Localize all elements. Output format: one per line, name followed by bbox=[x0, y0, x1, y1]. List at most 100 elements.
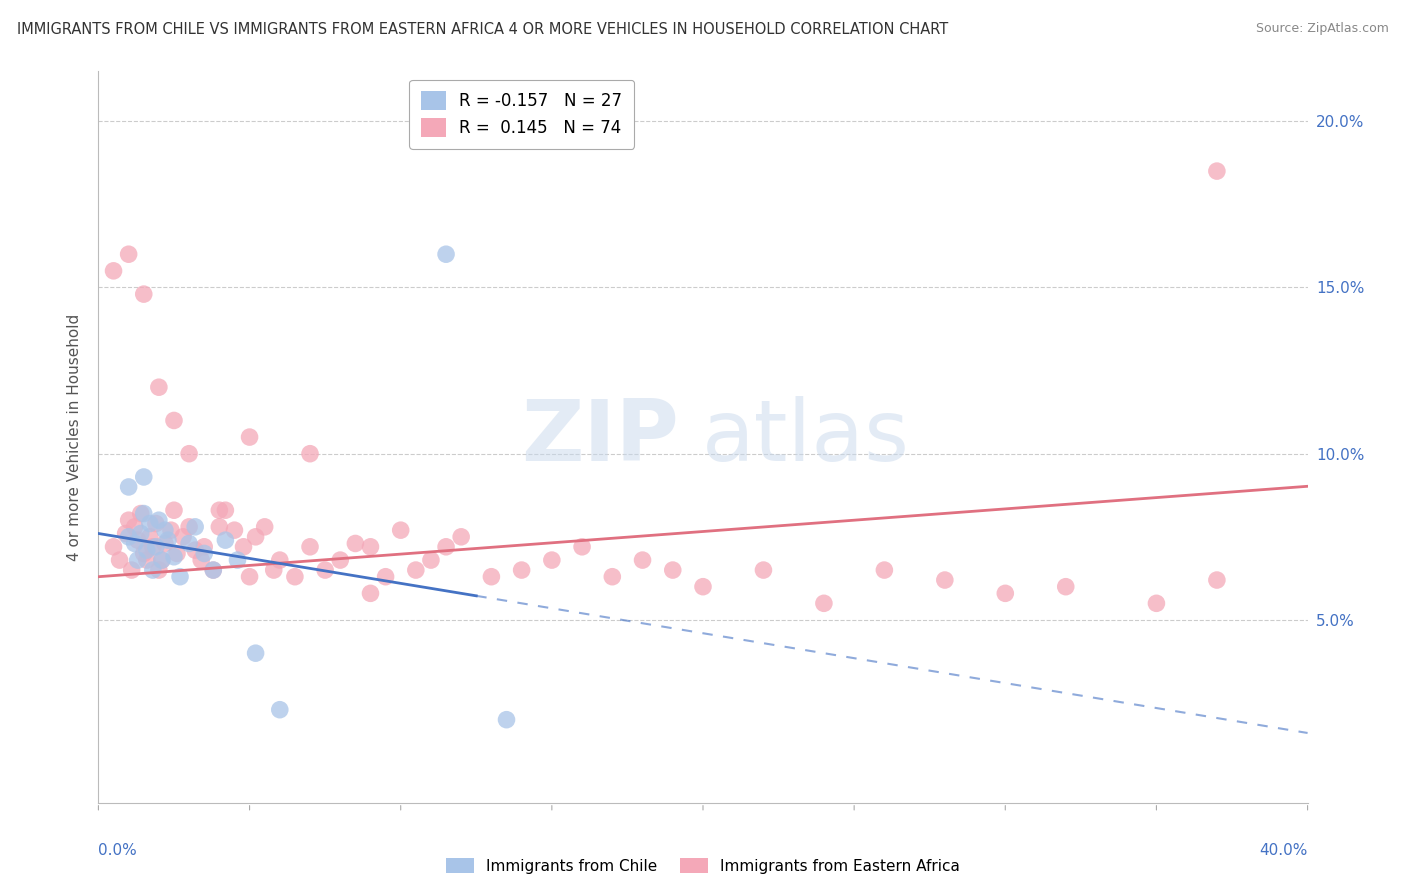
Point bbox=[103, 264, 125, 278]
Point bbox=[269, 553, 291, 567]
Point bbox=[193, 540, 215, 554]
Point bbox=[214, 533, 236, 548]
Point bbox=[813, 596, 835, 610]
Point bbox=[184, 520, 207, 534]
Point bbox=[132, 507, 155, 521]
Point bbox=[163, 503, 186, 517]
Point bbox=[124, 520, 146, 534]
Point bbox=[420, 553, 443, 567]
Point bbox=[481, 570, 503, 584]
Point bbox=[299, 447, 322, 461]
Point bbox=[752, 563, 775, 577]
Point bbox=[299, 540, 322, 554]
Point bbox=[202, 563, 225, 577]
Point bbox=[434, 540, 457, 554]
Point bbox=[253, 520, 276, 534]
Point bbox=[139, 530, 162, 544]
Point bbox=[179, 447, 201, 461]
Point bbox=[139, 516, 162, 531]
Point bbox=[232, 540, 254, 554]
Point bbox=[148, 513, 170, 527]
Point bbox=[156, 533, 179, 548]
Legend: Immigrants from Chile, Immigrants from Eastern Africa: Immigrants from Chile, Immigrants from E… bbox=[440, 852, 966, 880]
Point bbox=[145, 540, 167, 554]
Point bbox=[1144, 596, 1167, 610]
Point bbox=[510, 563, 533, 577]
Point bbox=[118, 513, 141, 527]
Point bbox=[571, 540, 593, 554]
Point bbox=[150, 553, 173, 567]
Point bbox=[150, 553, 173, 567]
Point bbox=[314, 563, 336, 577]
Point bbox=[202, 563, 225, 577]
Point bbox=[934, 573, 956, 587]
Point bbox=[142, 563, 165, 577]
Point bbox=[994, 586, 1017, 600]
Point bbox=[214, 503, 236, 517]
Point bbox=[405, 563, 427, 577]
Point bbox=[135, 553, 157, 567]
Point bbox=[495, 713, 517, 727]
Point bbox=[145, 516, 167, 531]
Point bbox=[118, 480, 141, 494]
Text: 0.0%: 0.0% bbox=[98, 843, 138, 858]
Point bbox=[389, 523, 412, 537]
Point bbox=[208, 520, 231, 534]
Point bbox=[344, 536, 367, 550]
Point bbox=[179, 520, 201, 534]
Point bbox=[434, 247, 457, 261]
Point bbox=[108, 553, 131, 567]
Point bbox=[132, 546, 155, 560]
Point bbox=[190, 553, 212, 567]
Point bbox=[193, 546, 215, 560]
Point bbox=[132, 470, 155, 484]
Point bbox=[269, 703, 291, 717]
Point bbox=[121, 563, 143, 577]
Point bbox=[114, 526, 136, 541]
Point bbox=[239, 570, 262, 584]
Point bbox=[631, 553, 654, 567]
Point bbox=[284, 570, 307, 584]
Point bbox=[245, 646, 267, 660]
Point bbox=[172, 530, 194, 544]
Point bbox=[124, 536, 146, 550]
Point bbox=[692, 580, 714, 594]
Point bbox=[226, 553, 249, 567]
Text: ZIP: ZIP bbox=[522, 395, 679, 479]
Legend: R = -0.157   N = 27, R =  0.145   N = 74: R = -0.157 N = 27, R = 0.145 N = 74 bbox=[409, 79, 634, 149]
Point bbox=[602, 570, 624, 584]
Point bbox=[135, 543, 157, 558]
Point bbox=[148, 563, 170, 577]
Point bbox=[450, 530, 472, 544]
Point bbox=[360, 540, 382, 554]
Point bbox=[245, 530, 267, 544]
Text: IMMIGRANTS FROM CHILE VS IMMIGRANTS FROM EASTERN AFRICA 4 OR MORE VEHICLES IN HO: IMMIGRANTS FROM CHILE VS IMMIGRANTS FROM… bbox=[17, 22, 948, 37]
Point bbox=[160, 523, 183, 537]
Point bbox=[360, 586, 382, 600]
Point bbox=[129, 526, 152, 541]
Point bbox=[132, 287, 155, 301]
Point bbox=[103, 540, 125, 554]
Point bbox=[129, 507, 152, 521]
Y-axis label: 4 or more Vehicles in Household: 4 or more Vehicles in Household bbox=[66, 313, 82, 561]
Point bbox=[148, 380, 170, 394]
Point bbox=[263, 563, 285, 577]
Point bbox=[179, 536, 201, 550]
Point bbox=[153, 523, 176, 537]
Point bbox=[540, 553, 562, 567]
Point bbox=[118, 247, 141, 261]
Point bbox=[166, 546, 188, 560]
Point bbox=[224, 523, 246, 537]
Point bbox=[239, 430, 262, 444]
Text: 40.0%: 40.0% bbox=[1260, 843, 1308, 858]
Point bbox=[127, 533, 149, 548]
Point bbox=[169, 570, 191, 584]
Point bbox=[873, 563, 896, 577]
Point bbox=[118, 530, 141, 544]
Point bbox=[163, 549, 186, 564]
Point bbox=[374, 570, 396, 584]
Point bbox=[153, 536, 176, 550]
Point bbox=[1206, 164, 1229, 178]
Point bbox=[163, 413, 186, 427]
Text: atlas: atlas bbox=[702, 395, 910, 479]
